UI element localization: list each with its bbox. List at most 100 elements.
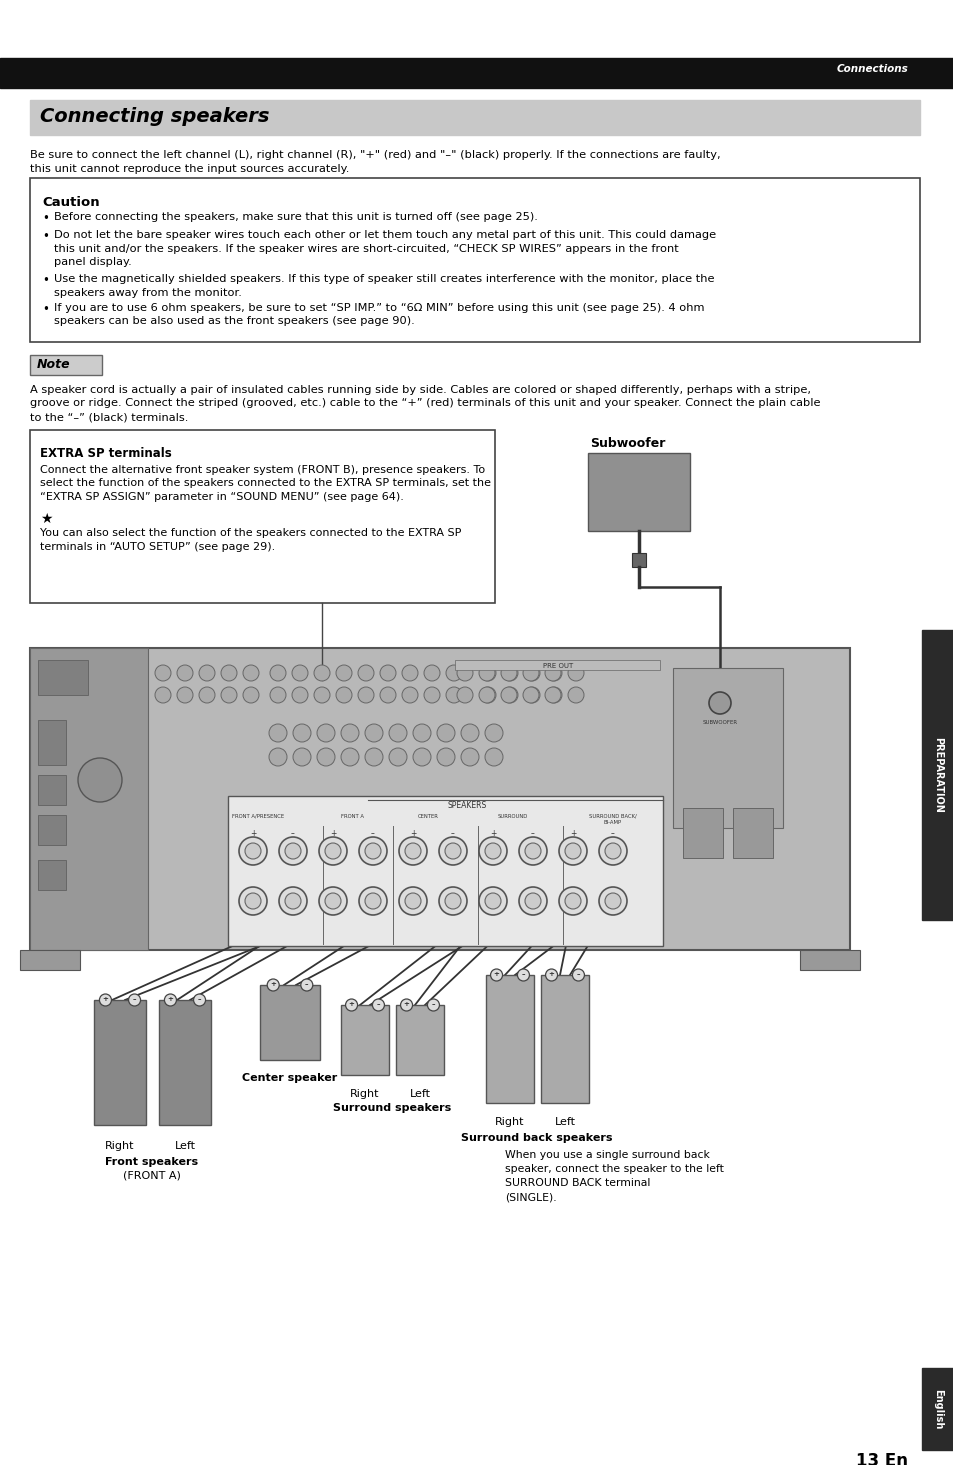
Bar: [38, 719, 66, 765]
Circle shape: [316, 724, 335, 741]
Bar: [159, 1001, 211, 1125]
Circle shape: [484, 749, 502, 766]
Text: ★: ★: [40, 511, 52, 526]
Text: Note: Note: [37, 359, 71, 372]
Text: EXTRA SP terminals: EXTRA SP terminals: [40, 447, 172, 460]
Circle shape: [358, 837, 387, 864]
Text: +: +: [403, 1001, 409, 1006]
Circle shape: [405, 842, 420, 858]
Bar: [20, 949, 80, 970]
Text: •: •: [42, 303, 49, 316]
Bar: [682, 809, 722, 858]
Circle shape: [243, 665, 258, 681]
Circle shape: [335, 687, 352, 703]
Circle shape: [270, 687, 286, 703]
Text: If you are to use 6 ohm speakers, be sure to set “SP IMP.” to “6Ω MIN” before us: If you are to use 6 ohm speakers, be sur…: [54, 303, 703, 314]
Circle shape: [389, 749, 407, 766]
Text: –: –: [576, 971, 579, 977]
Circle shape: [708, 691, 730, 713]
Text: •: •: [42, 212, 49, 226]
Circle shape: [293, 749, 311, 766]
Circle shape: [245, 894, 261, 908]
Text: You can also select the function of the speakers connected to the EXTRA SP: You can also select the function of the …: [40, 527, 461, 538]
Text: –: –: [432, 1001, 435, 1006]
Circle shape: [524, 894, 540, 908]
Circle shape: [400, 999, 412, 1011]
Circle shape: [177, 665, 193, 681]
Circle shape: [460, 749, 478, 766]
Text: CENTER: CENTER: [417, 815, 438, 819]
Circle shape: [314, 687, 330, 703]
Circle shape: [243, 687, 258, 703]
Circle shape: [292, 687, 308, 703]
Text: –: –: [132, 996, 136, 1002]
Circle shape: [278, 837, 307, 864]
Text: SPEAKERS: SPEAKERS: [447, 801, 486, 810]
Text: SUBWOOFER: SUBWOOFER: [701, 719, 737, 725]
Circle shape: [500, 687, 517, 703]
Circle shape: [340, 724, 358, 741]
Bar: [30, 355, 102, 375]
Text: +: +: [569, 829, 576, 838]
Text: +: +: [250, 829, 256, 838]
Circle shape: [558, 837, 586, 864]
Circle shape: [405, 894, 420, 908]
Circle shape: [278, 886, 307, 916]
Circle shape: [438, 886, 467, 916]
Circle shape: [357, 665, 374, 681]
Text: PRE OUT: PRE OUT: [542, 664, 573, 670]
Text: +: +: [330, 829, 335, 838]
Text: Subwoofer: Subwoofer: [589, 437, 664, 450]
Bar: [30, 179, 919, 341]
Circle shape: [438, 837, 467, 864]
Circle shape: [567, 687, 583, 703]
Text: Surround speakers: Surround speakers: [333, 1103, 451, 1113]
Circle shape: [221, 665, 236, 681]
Circle shape: [456, 687, 473, 703]
Circle shape: [357, 687, 374, 703]
Circle shape: [598, 837, 626, 864]
Text: 13 En: 13 En: [855, 1452, 907, 1465]
Circle shape: [335, 665, 352, 681]
Text: select the function of the speakers connected to the EXTRA SP terminals, set the: select the function of the speakers conn…: [40, 479, 491, 488]
Circle shape: [270, 665, 286, 681]
Circle shape: [193, 993, 205, 1006]
Bar: [30, 648, 849, 949]
Circle shape: [484, 724, 502, 741]
Bar: [921, 1368, 953, 1450]
Text: English: English: [932, 1389, 942, 1430]
Circle shape: [446, 665, 461, 681]
Circle shape: [522, 665, 538, 681]
Circle shape: [267, 979, 279, 990]
Circle shape: [518, 837, 546, 864]
Circle shape: [325, 894, 340, 908]
Bar: [587, 453, 689, 530]
Circle shape: [318, 886, 347, 916]
Bar: [38, 860, 66, 891]
Circle shape: [245, 842, 261, 858]
Circle shape: [365, 842, 380, 858]
Circle shape: [239, 837, 267, 864]
Circle shape: [372, 999, 384, 1011]
Circle shape: [545, 687, 561, 703]
Circle shape: [379, 665, 395, 681]
Circle shape: [564, 894, 580, 908]
Circle shape: [604, 842, 620, 858]
Text: Before connecting the speakers, make sure that this unit is turned off (see page: Before connecting the speakers, make sur…: [54, 212, 537, 223]
Circle shape: [523, 687, 539, 703]
Text: (FRONT A): (FRONT A): [123, 1171, 181, 1181]
Circle shape: [479, 665, 496, 681]
Circle shape: [164, 993, 176, 1006]
Circle shape: [285, 894, 301, 908]
Circle shape: [99, 993, 112, 1006]
Circle shape: [423, 687, 439, 703]
Text: “EXTRA SP ASSIGN” parameter in “SOUND MENU” (see page 64).: “EXTRA SP ASSIGN” parameter in “SOUND ME…: [40, 492, 403, 502]
Circle shape: [567, 665, 583, 681]
Text: speakers away from the monitor.: speakers away from the monitor.: [54, 287, 242, 297]
Text: A speaker cord is actually a pair of insulated cables running side by side. Cabl: A speaker cord is actually a pair of ins…: [30, 385, 810, 396]
Circle shape: [379, 687, 395, 703]
Text: this unit and/or the speakers. If the speaker wires are short-circuited, “CHECK : this unit and/or the speakers. If the sp…: [54, 243, 678, 253]
Text: –: –: [451, 829, 455, 838]
Bar: [800, 949, 859, 970]
Circle shape: [501, 665, 517, 681]
